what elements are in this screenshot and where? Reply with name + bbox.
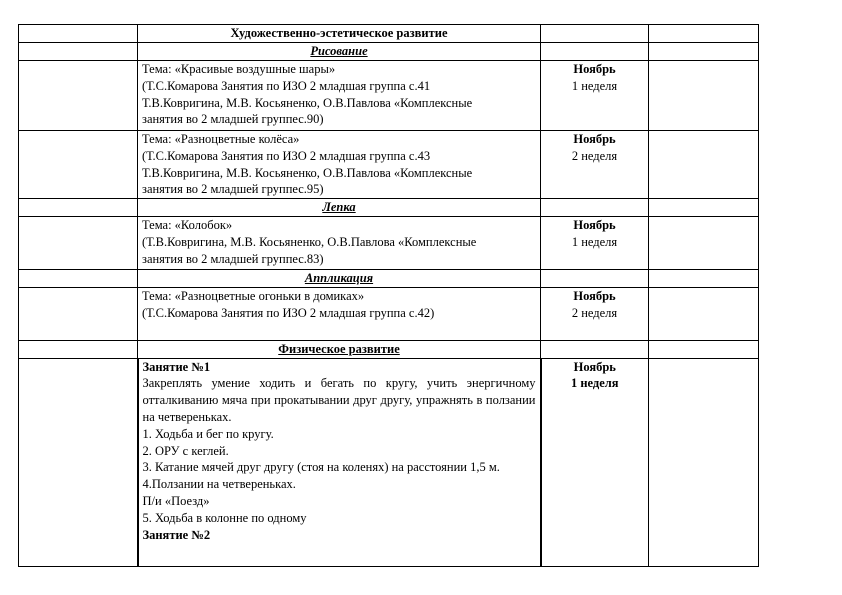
cell-empty	[648, 339, 759, 359]
table-row: Тема: «Красивые воздушные шары» (Т.С.Ком…	[18, 60, 759, 131]
cell-empty	[540, 198, 649, 217]
cell-empty	[18, 24, 138, 43]
lesson-date: Ноябрь 2 неделя	[540, 286, 649, 341]
cell-empty	[18, 129, 138, 200]
cell-empty	[18, 60, 138, 131]
cell-empty	[18, 357, 138, 567]
subsection-applique: Аппликация	[137, 268, 541, 288]
cell-empty	[18, 215, 138, 270]
cell-empty	[648, 357, 759, 567]
lesson-date: Ноябрь 1 неделя	[540, 60, 649, 131]
cell-empty	[648, 129, 759, 200]
cell-empty	[18, 198, 138, 217]
table-row: Тема: «Разноцветные огоньки в домиках» (…	[18, 286, 759, 341]
table-row: Тема: «Колобок» (Т.В.Ковригина, М.В. Кос…	[18, 215, 759, 270]
cell-empty	[648, 24, 759, 43]
lesson-date: Ноябрь 2 неделя	[540, 129, 649, 200]
section-title-phys: Физическое развитие	[137, 339, 541, 359]
cell-empty	[18, 268, 138, 288]
cell-empty	[540, 24, 649, 43]
lesson-description: Тема: «Разноцветные колёса» (Т.С.Комаров…	[137, 129, 541, 200]
cell-empty	[648, 268, 759, 288]
cell-empty	[648, 42, 759, 61]
lesson-date: Ноябрь 1 неделя	[540, 215, 649, 270]
subsection-drawing: Рисование	[137, 42, 541, 61]
cell-empty	[648, 286, 759, 341]
cell-empty	[648, 60, 759, 131]
lesson-description: Тема: «Колобок» (Т.В.Ковригина, М.В. Кос…	[137, 215, 541, 270]
cell-empty	[18, 339, 138, 359]
lesson-description: Тема: «Красивые воздушные шары» (Т.С.Ком…	[137, 60, 541, 131]
cell-empty	[18, 286, 138, 341]
lesson-date: Ноябрь 1 неделя	[540, 357, 649, 567]
lesson-description: Тема: «Разноцветные огоньки в домиках» (…	[137, 286, 541, 341]
cell-empty	[648, 198, 759, 217]
table-row: Тема: «Разноцветные колёса» (Т.С.Комаров…	[18, 129, 759, 200]
cell-empty	[648, 215, 759, 270]
section-title-art: Художественно-эстетическое развитие	[137, 24, 541, 43]
table-row: Занятие №1 Закреплять умение ходить и бе…	[18, 357, 759, 567]
lesson-description: Занятие №1 Закреплять умение ходить и бе…	[136, 357, 542, 567]
cell-empty	[18, 42, 138, 61]
cell-empty	[540, 339, 649, 359]
subsection-modeling: Лепка	[137, 198, 541, 217]
cell-empty	[540, 268, 649, 288]
cell-empty	[540, 42, 649, 61]
plan-table: Художественно-эстетическое развитие Рисо…	[18, 24, 759, 567]
